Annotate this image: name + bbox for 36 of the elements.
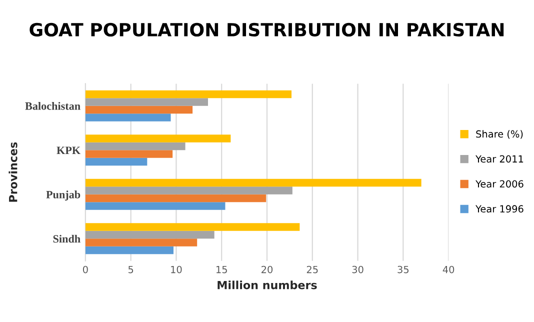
x-tick-label: 10 <box>171 266 182 274</box>
bar <box>85 194 266 202</box>
y-tick-label: Sindh <box>53 234 80 243</box>
bar <box>85 158 148 166</box>
y-axis-title: Provinces <box>8 142 18 202</box>
bar <box>85 230 214 239</box>
bar <box>85 246 174 254</box>
x-tick-label: 15 <box>216 266 227 274</box>
legend-label: Year 2011 <box>476 155 524 163</box>
bar <box>85 106 193 114</box>
bar <box>85 202 226 210</box>
bar <box>85 114 171 122</box>
x-tick-label: 20 <box>262 266 273 274</box>
x-tick-label: 40 <box>442 266 454 274</box>
x-tick-label: 35 <box>398 266 409 274</box>
y-tick-label: KPK <box>56 146 80 154</box>
bar <box>85 223 300 231</box>
bar <box>85 150 173 158</box>
bar <box>85 142 186 150</box>
y-tick-label: Punjab <box>46 190 80 201</box>
legend-label: Share (%) <box>476 130 523 139</box>
bar <box>85 134 231 142</box>
bar <box>85 90 292 98</box>
x-axis-title: Million numbers <box>218 280 317 290</box>
bar <box>85 98 208 106</box>
bar <box>85 186 292 194</box>
x-tick-label: 5 <box>128 266 134 274</box>
chart-title: GOAT POPULATION DISTRIBUTION IN PAKISTAN <box>30 22 504 37</box>
x-tick-label: 0 <box>82 266 88 274</box>
legend-label: Year 1996 <box>476 205 524 213</box>
bar <box>85 178 422 187</box>
x-tick-label: 30 <box>352 266 364 274</box>
bar <box>85 238 198 246</box>
y-tick-label: Balochistan <box>25 102 80 110</box>
legend-label: Year 2006 <box>476 180 524 188</box>
x-tick-label: 25 <box>306 266 318 274</box>
